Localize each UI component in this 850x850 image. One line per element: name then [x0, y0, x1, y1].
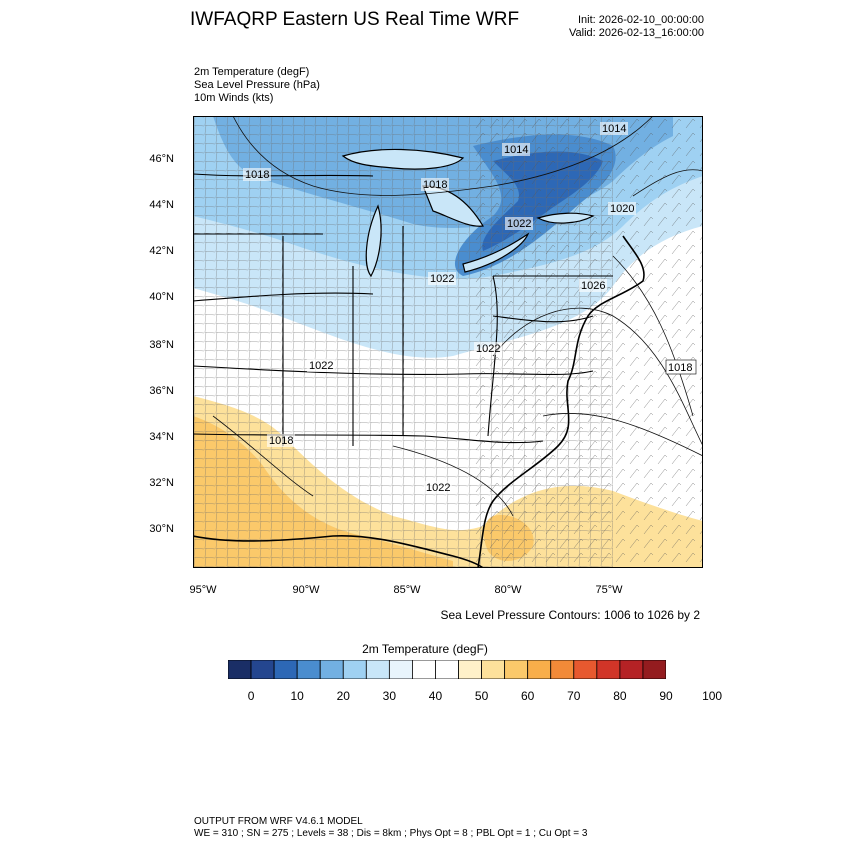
pressure-label: 1020	[610, 203, 634, 215]
colorbar-tick-label: 60	[520, 689, 535, 703]
colorbar-box	[365, 660, 390, 679]
colorbar-box	[573, 660, 598, 679]
valid-time: Valid: 2026-02-13_16:00:00	[569, 27, 704, 39]
colorbar-box	[319, 660, 344, 679]
lat-label: 34°N	[149, 431, 174, 443]
model-settings: WE = 310 ; SN = 275 ; Levels = 38 ; Dis …	[194, 828, 588, 839]
pressure-label: 1014	[504, 144, 528, 156]
coastline	[477, 235, 645, 568]
colorbar-tick-label: 20	[336, 689, 350, 703]
colorbar-box	[435, 660, 459, 679]
colorbar-title: 2m Temperature (degF)	[362, 642, 488, 656]
pressure-label: 1022	[309, 360, 333, 372]
lon-label: 95°W	[189, 584, 217, 596]
colorbar-box	[342, 660, 367, 679]
great-lakes	[341, 148, 465, 170]
lat-label: 30°N	[149, 523, 174, 535]
colorbar-box	[296, 660, 321, 679]
lat-label: 36°N	[149, 385, 174, 397]
colorbar-box	[250, 660, 275, 679]
colorbar-box	[458, 660, 482, 679]
colorbar-tick-label: 90	[659, 689, 673, 703]
page-title: IWFAQRP Eastern US Real Time WRF	[190, 9, 520, 30]
colorbar-tick-label: 30	[382, 689, 397, 703]
colorbar	[228, 660, 666, 679]
field-label-pressure: Sea Level Pressure (hPa)	[194, 79, 320, 91]
weather-map: 1014 1014 1018 1018 1020 1022 1022 1026 …	[193, 116, 703, 568]
pressure-label: 1022	[430, 273, 454, 285]
colorbar-box	[412, 660, 436, 679]
lon-label: 80°W	[494, 584, 522, 596]
lon-label: 75°W	[595, 584, 623, 596]
colorbar-tick-label: 80	[613, 689, 627, 703]
colorbar-tick-label: 70	[567, 689, 581, 703]
lat-label: 32°N	[149, 477, 174, 489]
colorbar-tick-label: 50	[474, 689, 489, 703]
colorbar-tick-label: 100	[702, 689, 723, 703]
contour-note: Sea Level Pressure Contours: 1006 to 102…	[440, 608, 701, 622]
field-label-winds: 10m Winds (kts)	[194, 92, 274, 104]
init-time: Init: 2026-02-10_00:00:00	[578, 14, 704, 26]
pressure-label: 1022	[507, 218, 531, 230]
field-label-temperature: 2m Temperature (degF)	[194, 66, 310, 78]
colorbar-tick-label: 0	[247, 689, 255, 703]
pressure-label: 1022	[476, 343, 500, 355]
colorbar-box	[504, 660, 529, 679]
colorbar-box	[619, 660, 644, 679]
lat-label: 40°N	[149, 291, 174, 303]
lon-label: 90°W	[292, 584, 320, 596]
colorbar-tick-label: 10	[290, 689, 304, 703]
pressure-label: 1018	[668, 362, 692, 374]
colorbar-box	[273, 660, 298, 679]
pressure-label: 1014	[602, 123, 626, 135]
lon-label: 85°W	[393, 584, 421, 596]
colorbar-box	[527, 660, 552, 679]
lat-label: 42°N	[149, 245, 174, 257]
colorbar-box	[481, 660, 506, 679]
colorbar-box	[596, 660, 621, 679]
pressure-label: 1018	[245, 169, 269, 181]
pressure-label: 1018	[423, 179, 447, 191]
colorbar-box	[228, 660, 252, 679]
lat-label: 46°N	[149, 153, 174, 165]
pressure-label: 1026	[581, 280, 605, 292]
colorbar-box	[388, 660, 413, 679]
colorbar-box	[642, 660, 666, 679]
colorbar-box	[550, 660, 575, 679]
colorbar-tick-label: 40	[428, 689, 443, 703]
model-info: OUTPUT FROM WRF V4.6.1 MODEL	[194, 816, 363, 827]
lat-label: 44°N	[149, 199, 174, 211]
pressure-label: 1022	[426, 482, 450, 494]
pressure-label: 1018	[269, 435, 293, 447]
lat-label: 38°N	[149, 339, 174, 351]
